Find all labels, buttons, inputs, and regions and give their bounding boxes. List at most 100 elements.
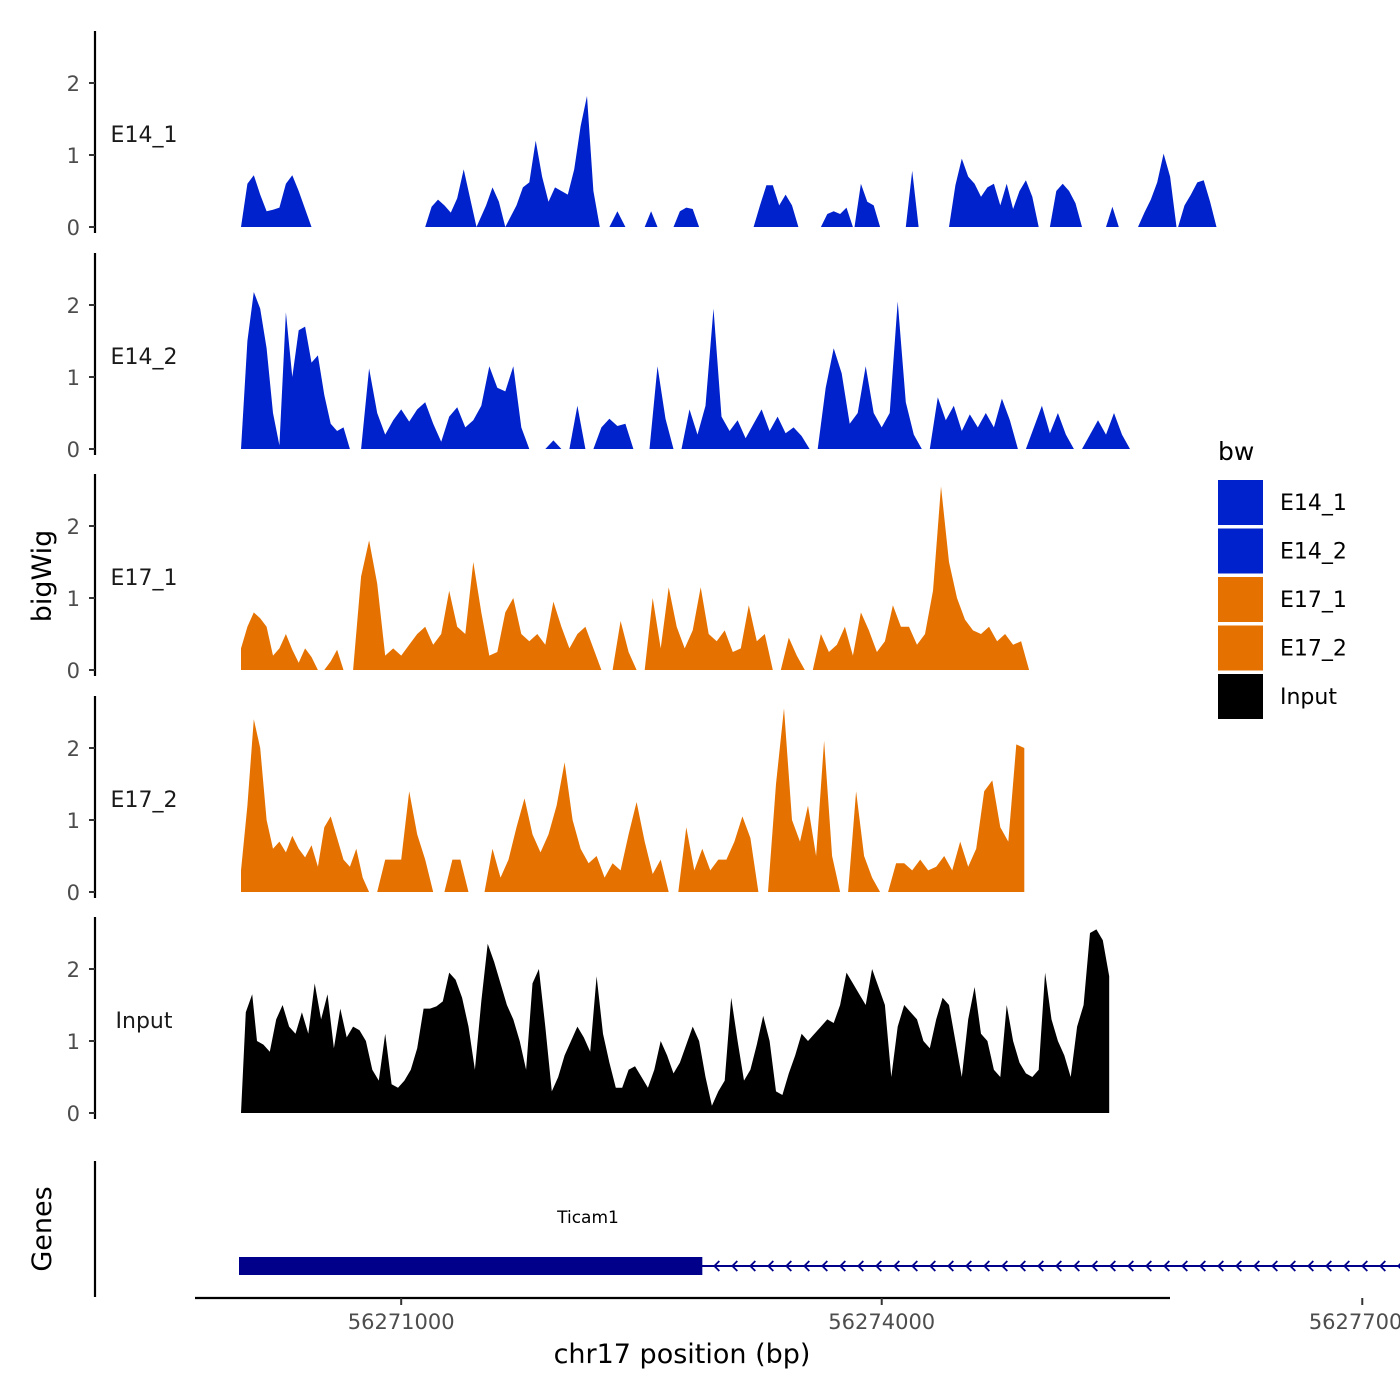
- strand-arrow: [767, 1260, 774, 1272]
- area-segment-E17_2: [377, 791, 434, 892]
- y-tick-label: 2: [67, 72, 80, 96]
- strand-arrow: [875, 1260, 882, 1272]
- area-segment-E14_2: [817, 301, 922, 449]
- y-tick-label: 0: [67, 659, 80, 683]
- strand-arrow: [1181, 1260, 1188, 1272]
- strand-arrow: [1091, 1260, 1098, 1272]
- area-segment-E14_1: [609, 211, 626, 227]
- track-E14_2: 0 1 2 E14_2: [67, 253, 1130, 462]
- legend-swatch-E14_1: [1218, 480, 1263, 525]
- y-tick-label: 2: [67, 294, 80, 318]
- area-segment-E17_2: [848, 791, 881, 892]
- strand-arrow: [1307, 1260, 1314, 1272]
- strand-arrow: [1145, 1260, 1152, 1272]
- area-segment-E14_1: [1138, 153, 1177, 227]
- area-segment-E14_1: [673, 207, 700, 227]
- area-segment-E17_1: [812, 486, 1030, 670]
- area-segment-E17_1: [780, 637, 805, 670]
- area-segment-E14_1: [425, 96, 600, 227]
- area-segment-E14_1: [241, 175, 312, 227]
- strand-arrow: [965, 1260, 972, 1272]
- legend-swatch-E17_2: [1218, 625, 1263, 671]
- area-segment-Input: [241, 929, 1110, 1113]
- track-label: Input: [116, 1009, 173, 1034]
- area-segment-E14_2: [1082, 413, 1130, 449]
- legend-label: E17_2: [1280, 637, 1347, 662]
- y-tick-label: 0: [67, 216, 80, 240]
- track-E17_1: 0 1 2 E17_1: [67, 474, 1030, 683]
- area-segment-E14_2: [593, 418, 634, 449]
- area-segment-E14_1: [1178, 180, 1217, 227]
- area-segment-E14_2: [1025, 405, 1074, 449]
- area-segment-E17_1: [324, 649, 344, 670]
- strand-arrow: [1109, 1260, 1116, 1272]
- strand-arrow: [839, 1260, 846, 1272]
- strand-arrow: [1001, 1260, 1008, 1272]
- y-tick-label: 1: [67, 1030, 80, 1054]
- area-segment-E17_2: [484, 762, 669, 892]
- area-segment-E14_1: [949, 158, 1039, 227]
- area-segment-E17_2: [888, 744, 1025, 892]
- y-tick-label: 1: [67, 809, 80, 833]
- area-segment-E17_2: [678, 816, 759, 892]
- area-segment-E14_1: [905, 170, 919, 227]
- y-tick-label: 0: [67, 1102, 80, 1126]
- strand-arrow: [1217, 1260, 1224, 1272]
- track-E14_1: 0 1 2 E14_1: [67, 31, 1217, 240]
- legend: bw E14_1 E14_2 E17_1 E17_2 Input: [1218, 437, 1347, 719]
- area-segment-E17_2: [444, 859, 469, 892]
- y-tick-label: 1: [67, 144, 80, 168]
- strand-arrow: [1073, 1260, 1080, 1272]
- legend-swatch-Input: [1218, 674, 1263, 719]
- legend-title: bw: [1218, 437, 1254, 466]
- strand-arrow: [1325, 1260, 1332, 1272]
- strand-arrow: [1253, 1260, 1260, 1272]
- legend-label: Input: [1280, 685, 1337, 710]
- x-axis-title: chr17 position (bp): [554, 1339, 811, 1370]
- strand-arrow: [1163, 1260, 1170, 1272]
- strand-arrow: [1361, 1260, 1368, 1272]
- strand-arrow: [1343, 1260, 1350, 1272]
- legend-swatch-E17_1: [1218, 577, 1263, 622]
- area-segment-E14_2: [545, 440, 562, 449]
- track-label: E14_1: [111, 123, 178, 148]
- strand-arrow: [821, 1260, 828, 1272]
- legend-label: E14_2: [1280, 540, 1347, 565]
- strand-arrow: [983, 1260, 990, 1272]
- track-label: E14_2: [111, 345, 178, 370]
- strand-arrow: [1235, 1260, 1242, 1272]
- legend-swatch-E14_2: [1218, 528, 1263, 574]
- area-segment-E14_1: [753, 185, 799, 227]
- area-segment-E14_1: [644, 211, 658, 227]
- area-segment-E17_1: [353, 540, 602, 670]
- strand-arrow: [893, 1260, 900, 1272]
- y-tick-label: 2: [67, 958, 80, 982]
- area-segment-E14_1: [854, 183, 881, 227]
- gene-exon-block: [239, 1257, 703, 1275]
- track-label: E17_2: [111, 788, 178, 813]
- strand-arrow: [749, 1260, 756, 1272]
- strand-arrow: [1379, 1260, 1386, 1272]
- area-segment-E14_2: [649, 366, 674, 449]
- strand-arrow: [1037, 1260, 1044, 1272]
- strand-arrow: [1127, 1260, 1134, 1272]
- area-segment-E14_2: [929, 397, 1018, 449]
- y-tick-label: 2: [67, 515, 80, 539]
- strand-arrow: [731, 1260, 738, 1272]
- gene-name-label: Ticam1: [556, 1208, 619, 1228]
- x-tick-label: 56277000: [1309, 1310, 1400, 1334]
- area-segment-E14_1: [820, 207, 853, 227]
- area-segment-E14_1: [1049, 183, 1082, 227]
- x-axis: 56271000 56274000 56277000: [195, 1296, 1400, 1334]
- strand-arrow: [1289, 1260, 1296, 1272]
- x-tick-label: 56274000: [828, 1310, 935, 1334]
- strand-arrow: [857, 1260, 864, 1272]
- strand-arrow: [1055, 1260, 1062, 1272]
- x-tick-label: 56271000: [348, 1310, 455, 1334]
- area-segment-E14_2: [569, 405, 586, 449]
- y-tick-label: 2: [67, 737, 80, 761]
- y-tick-label: 0: [67, 881, 80, 905]
- area-segment-E17_1: [612, 621, 637, 670]
- gene-track: Ticam1: [93, 1161, 1400, 1297]
